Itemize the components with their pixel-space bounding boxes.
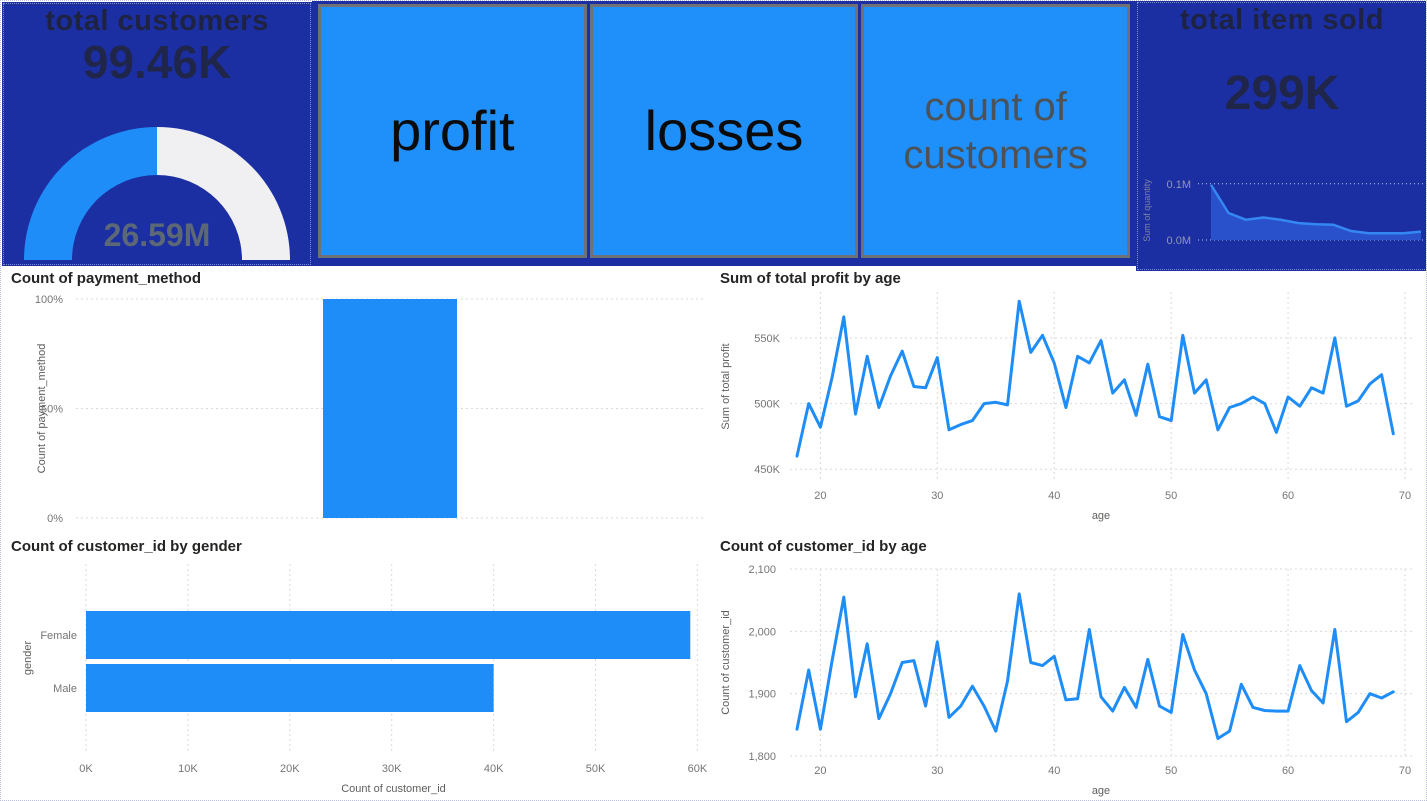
customer-count-line-series[interactable]	[795, 592, 1395, 740]
svg-text:60K: 60K	[688, 763, 708, 775]
svg-text:0%: 0%	[47, 513, 63, 525]
svg-text:0K: 0K	[79, 763, 93, 775]
count-of-customers-button[interactable]: count of customers	[861, 4, 1131, 258]
svg-text:450K: 450K	[754, 464, 780, 476]
svg-text:50: 50	[1165, 765, 1177, 777]
customers-by-age-chart-panel: Count of customer_id by age 1,800 1,900 2,…	[716, 534, 1427, 801]
svg-text:20: 20	[814, 765, 826, 777]
svg-text:500K: 500K	[754, 399, 780, 411]
svg-text:20: 20	[814, 490, 826, 502]
svg-text:age: age	[1092, 785, 1110, 797]
profit-button[interactable]: profit	[318, 4, 587, 258]
svg-text:50: 50	[1165, 490, 1177, 502]
svg-text:70: 70	[1399, 765, 1411, 777]
svg-text:Count of customer_id: Count of customer_id	[720, 610, 732, 715]
gauge-rest-arc	[157, 127, 290, 260]
svg-text:40: 40	[1048, 490, 1060, 502]
quantity-sparkline-chart[interactable]: 0.1M 0.0M Sum of quantity	[1136, 155, 1426, 267]
svg-text:0.1M: 0.1M	[1167, 179, 1191, 191]
svg-text:30: 30	[931, 490, 943, 502]
kpi-value-total-customers: 99.46K	[82, 36, 232, 88]
svg-text:50K: 50K	[586, 763, 606, 775]
kpi-title-total-customers: total customers	[45, 5, 269, 37]
gender-bar-male[interactable]	[86, 664, 494, 712]
kpi-value-total-item-sold: 299K	[1224, 67, 1340, 120]
gauge-chart[interactable]	[2, 110, 311, 262]
svg-text:40K: 40K	[484, 763, 504, 775]
gauge-callout-value: 26.59M	[103, 217, 211, 253]
payment-method-bar-chart[interactable]: 100% 50% 0% Count of payment_method	[1, 266, 716, 534]
svg-text:1,900: 1,900	[748, 689, 776, 701]
nav-button-zone: profit losses count of customers	[312, 1, 1136, 266]
kpi-card-total-item-sold: total item sold 299K 0.1M 0.0M Sum of quan…	[1136, 1, 1426, 271]
svg-text:Male: Male	[53, 683, 77, 695]
losses-button[interactable]: losses	[589, 4, 859, 258]
gauge-fill-arc[interactable]	[24, 127, 157, 260]
gender-bar-female[interactable]	[86, 611, 691, 659]
svg-text:1,800: 1,800	[748, 751, 776, 763]
svg-text:550K: 550K	[754, 333, 780, 345]
svg-text:30K: 30K	[382, 763, 402, 775]
svg-text:60: 60	[1282, 490, 1294, 502]
chart-title-customers-by-age: Count of customer_id by age	[720, 538, 927, 555]
customers-by-age-line-chart[interactable]: 1,800 1,900 2,000 2,100 20 30 40 50 60 70 age Count…	[716, 534, 1427, 801]
svg-text:60: 60	[1282, 765, 1294, 777]
payment-method-chart-panel: Count of payment_method 100% 50% 0% Count o…	[1, 266, 716, 534]
profit-by-age-chart-panel: Sum of total profit by age 450K 500K 550K 2…	[716, 266, 1427, 534]
svg-text:70: 70	[1399, 490, 1411, 502]
svg-text:0.0M: 0.0M	[1167, 235, 1191, 247]
profit-line-series[interactable]	[795, 299, 1395, 458]
svg-text:100%: 100%	[35, 294, 63, 306]
svg-text:2,100: 2,100	[748, 564, 776, 576]
svg-text:gender: gender	[22, 641, 34, 676]
svg-text:Female: Female	[40, 630, 77, 642]
svg-text:20K: 20K	[280, 763, 300, 775]
kpi-card-total-customers: total customers 99.46K 26.59M	[2, 2, 312, 266]
svg-text:30: 30	[931, 765, 943, 777]
svg-text:50%: 50%	[41, 404, 63, 416]
customers-by-gender-chart-panel: Count of customer_id by gender 0K 10K 20K 3…	[1, 534, 716, 801]
kpi-title-total-item-sold: total item sold	[1179, 4, 1385, 36]
payment-method-bar[interactable]	[323, 299, 457, 518]
svg-text:Count of customer_id: Count of customer_id	[341, 783, 446, 795]
svg-text:Sum of total profit: Sum of total profit	[720, 343, 732, 429]
svg-text:Count of payment_method: Count of payment_method	[36, 344, 48, 474]
svg-text:Sum of quantity: Sum of quantity	[1142, 179, 1152, 242]
svg-text:40: 40	[1048, 765, 1060, 777]
svg-text:10K: 10K	[178, 763, 198, 775]
customers-by-gender-bar-chart[interactable]: 0K 10K 20K 30K 40K 50K 60K Count of customer_id…	[1, 534, 716, 801]
spark-area-series[interactable]	[1211, 184, 1421, 240]
chart-title-payment-method: Count of payment_method	[11, 270, 201, 287]
svg-text:2,000: 2,000	[748, 626, 776, 638]
chart-title-profit-by-age: Sum of total profit by age	[720, 270, 901, 287]
chart-title-customers-by-gender: Count of customer_id by gender	[11, 538, 242, 555]
svg-text:age: age	[1092, 510, 1110, 522]
